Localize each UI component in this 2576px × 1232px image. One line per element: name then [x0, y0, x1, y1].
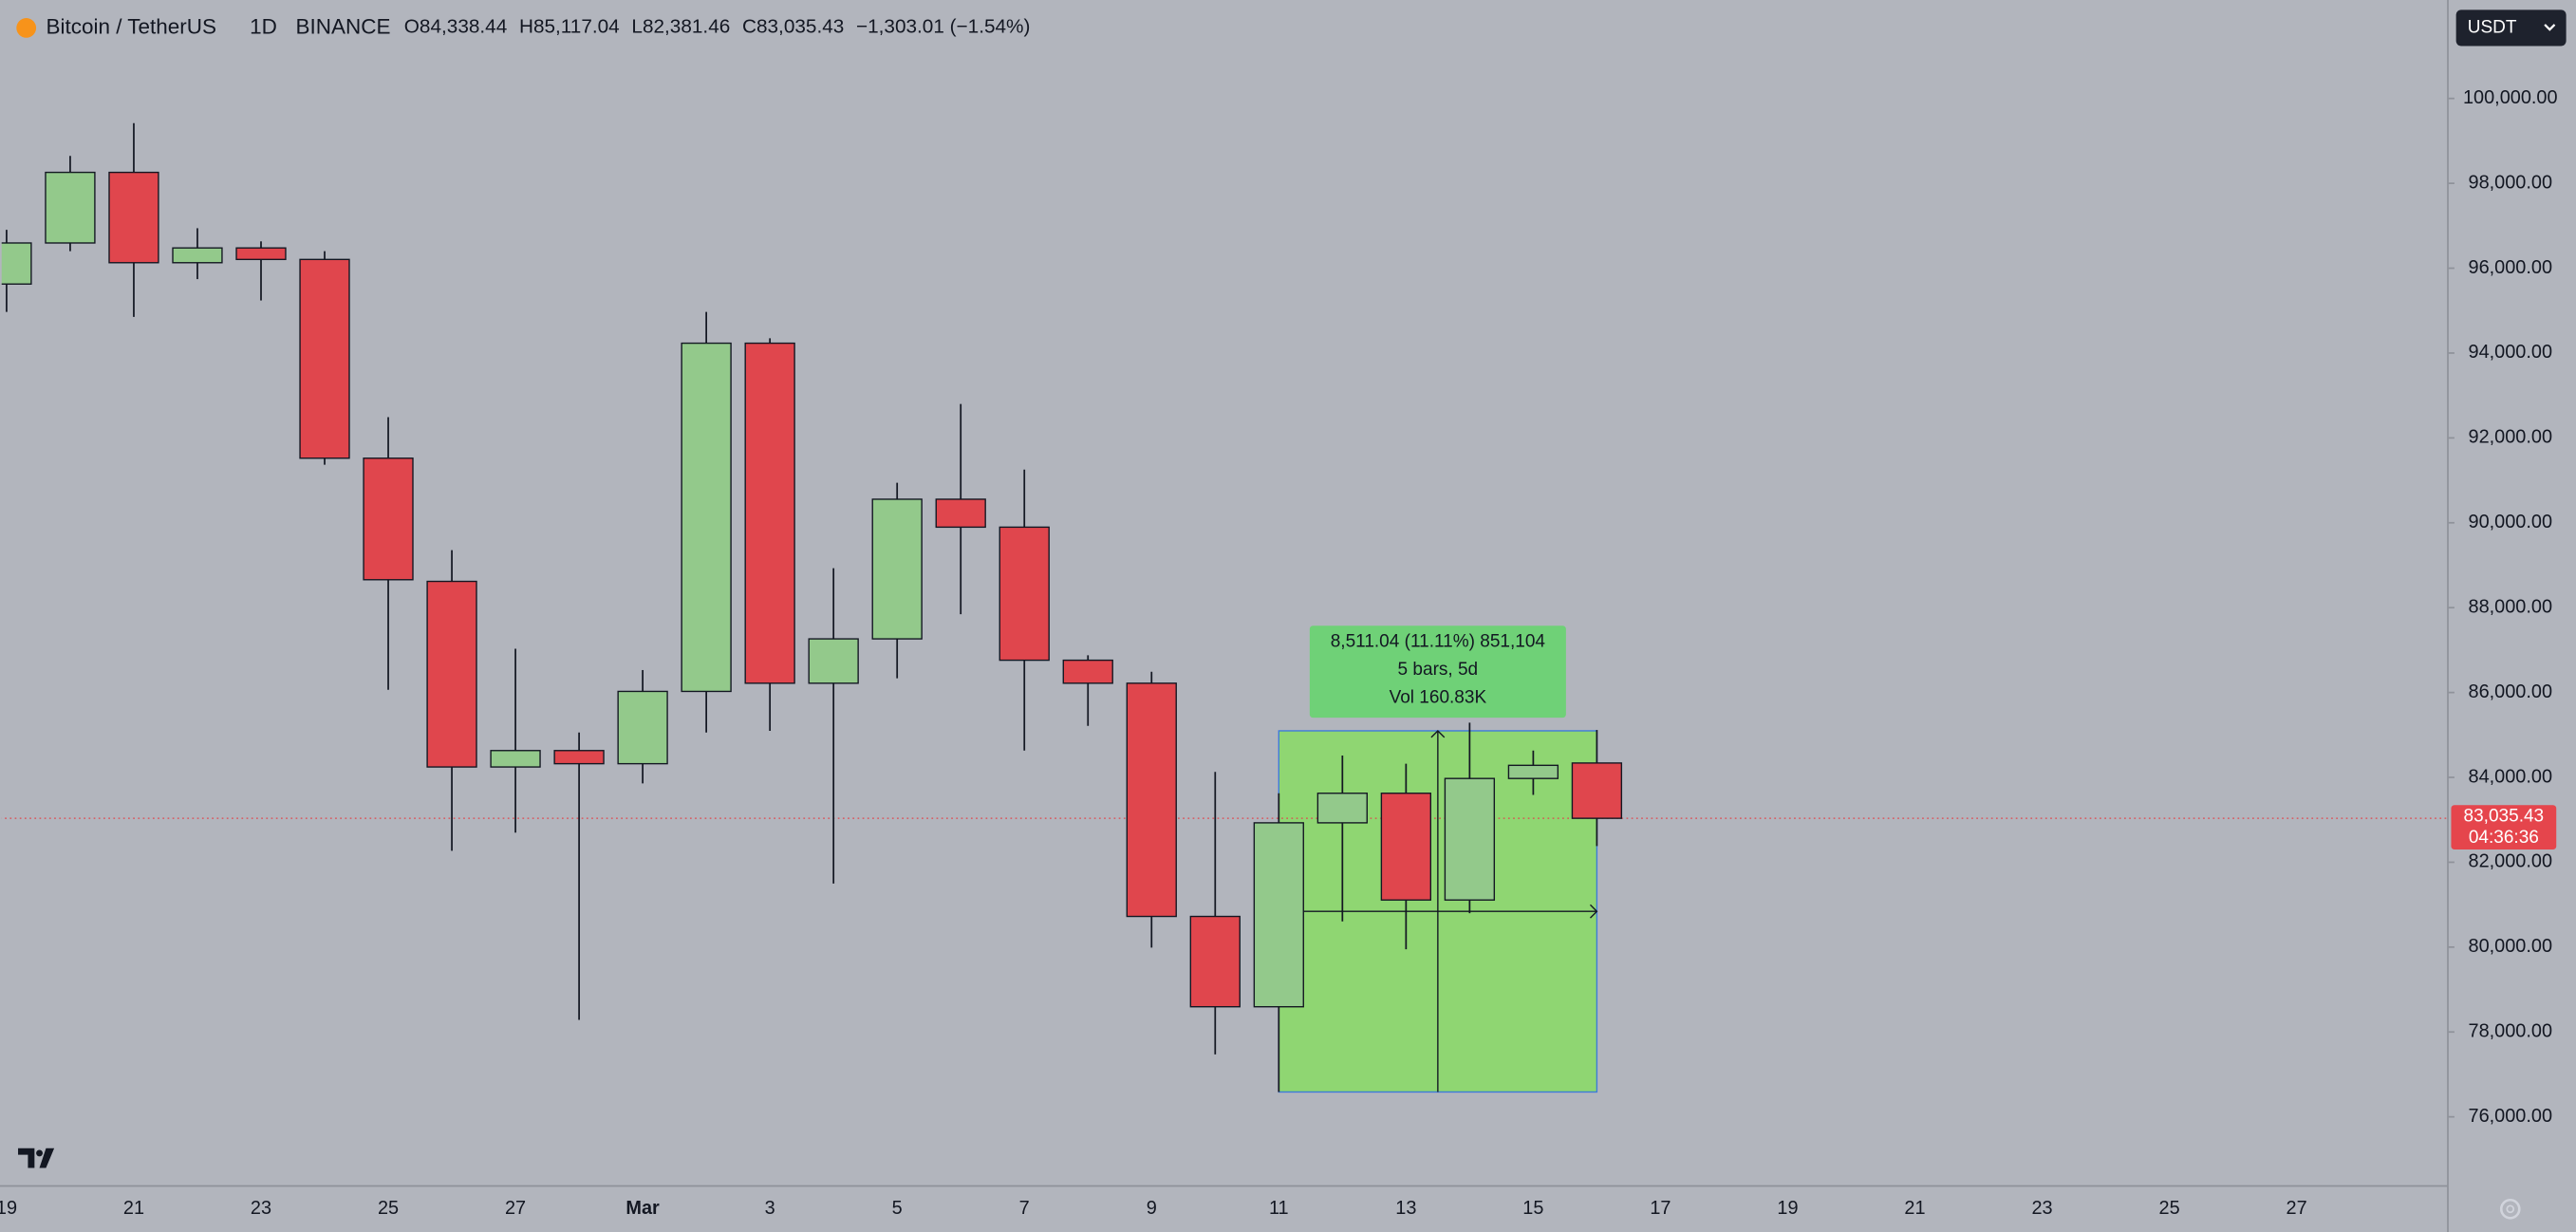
measure-label: Vol 160.83K: [1390, 687, 1487, 707]
candle-body: [299, 258, 350, 459]
last-price-label: 83,035.43: [2464, 806, 2545, 826]
x-tick-label: 3: [765, 1198, 775, 1219]
candle-body: [235, 247, 287, 261]
gear[interactable]: [2499, 1198, 2521, 1220]
countdown-label: 04:36:36: [2469, 828, 2539, 848]
candle-body: [681, 342, 732, 693]
y-tick-label: 82,000.00: [2469, 851, 2553, 872]
candle-body: [490, 750, 541, 768]
y-tick-label: 96,000.00: [2469, 257, 2553, 278]
x-tick-label: 11: [1269, 1198, 1289, 1219]
candle-body: [935, 498, 986, 529]
currency-button[interactable]: USDT: [2455, 9, 2567, 47]
ohlc-values: O84,338.44 H85,117.04 L82,381.46 C83,035…: [404, 16, 1031, 38]
candle-body: [1507, 764, 1559, 779]
y-tick-label: 100,000.00: [2463, 87, 2558, 108]
tv-logo: [18, 1148, 55, 1168]
candle-body: [1571, 762, 1623, 819]
x-tick-label: 7: [1019, 1198, 1030, 1219]
x-tick-label: 23: [2031, 1198, 2052, 1219]
axes: 76,000.00 78,000.00 80,000.00 82,000.00 84,0…: [0, 87, 2558, 1219]
exchange: BINANCE: [296, 14, 391, 38]
x-tick-label: 17: [1650, 1198, 1671, 1219]
ohlc-key: L: [631, 16, 643, 38]
interval[interactable]: 1D: [250, 14, 277, 38]
measure-label: 8,511.04 (11.11%) 851,104: [1331, 632, 1546, 652]
logo-shape: [18, 1148, 55, 1168]
change: −1,303.01 (−1.54%): [856, 16, 1030, 38]
x-tick-label: 27: [2287, 1198, 2307, 1219]
settings-icon[interactable]: [2499, 1198, 2521, 1220]
x-tick-label: 27: [505, 1198, 526, 1219]
y-tick-label: 94,000.00: [2469, 342, 2553, 363]
candle-body: [363, 457, 414, 581]
gear-hub: [2506, 1204, 2515, 1214]
y-tick-label: 76,000.00: [2469, 1106, 2553, 1127]
y-tick-label: 84,000.00: [2469, 766, 2553, 787]
y-tick-label: 78,000.00: [2469, 1021, 2553, 1042]
candle-body: [871, 498, 923, 640]
x-tick-label: 19: [0, 1198, 17, 1219]
symbol-name[interactable]: Bitcoin / TetherUS: [46, 14, 216, 38]
candle-body: [426, 580, 477, 768]
candle-body: [1126, 682, 1177, 918]
measure-label-box: [1309, 625, 1566, 719]
ohlc-value: 85,117.04: [533, 16, 620, 38]
ohlc-key: O: [404, 16, 420, 38]
candle-body: [744, 342, 795, 684]
x-tick-label: 21: [123, 1198, 144, 1219]
y-tick-label: 90,000.00: [2469, 512, 2553, 532]
last-price-tag: [2451, 805, 2557, 850]
candle-body: [1189, 915, 1241, 1008]
candle-body: [999, 526, 1050, 662]
y-tick-label: 80,000.00: [2469, 936, 2553, 957]
candle-body: [45, 171, 96, 244]
x-tick-label: 23: [251, 1198, 271, 1219]
candle-body: [108, 171, 159, 264]
y-tick-label: 88,000.00: [2469, 596, 2553, 617]
candle-body: [1316, 793, 1368, 824]
measure-h-head: [1589, 904, 1598, 919]
y-tick-label: 86,000.00: [2469, 681, 2553, 702]
x-tick-label: 5: [892, 1198, 903, 1219]
candle-body: [617, 690, 668, 765]
candle-body: [1253, 822, 1304, 1008]
candle-body: [1, 242, 32, 285]
x-tick-label: 25: [378, 1198, 399, 1219]
candle-body: [808, 638, 859, 684]
x-tick-label: 15: [1522, 1198, 1543, 1219]
ohlc-value: 83,035.43: [756, 16, 844, 38]
x-tick-label: 25: [2159, 1198, 2180, 1219]
currency-button-bg[interactable]: [2455, 9, 2567, 47]
symbol-icon: [16, 18, 37, 38]
header: Bitcoin / TetherUS 1D BINANCE O84,338.44…: [16, 14, 1030, 38]
y-tick-label: 92,000.00: [2469, 427, 2553, 448]
ohlc-key: H: [519, 16, 533, 38]
chevron: [2544, 24, 2556, 31]
y-tick-label: 98,000.00: [2469, 172, 2553, 193]
measure-v-head: [1430, 729, 1446, 738]
x-tick-label: 19: [1777, 1198, 1798, 1219]
plot-area: 8,511.04 (11.11%) 851,104 5 bars, 5d Vol 1…: [1, 122, 2448, 1093]
x-tick-label: 13: [1395, 1198, 1416, 1219]
candle-body: [1444, 777, 1496, 901]
measure-label: 5 bars, 5d: [1398, 660, 1479, 680]
currency-label[interactable]: USDT: [2468, 17, 2517, 37]
ohlc-value: 84,338.44: [420, 16, 507, 38]
candle-body: [172, 247, 223, 264]
x-tick-label: Mar: [625, 1198, 660, 1219]
ohlc-key: C: [742, 16, 756, 38]
candle-body: [1062, 659, 1113, 684]
candle-body: [1380, 793, 1432, 901]
ohlc-value: 82,381.46: [643, 16, 730, 38]
candle-body: [553, 750, 605, 765]
x-tick-label: 21: [1904, 1198, 1925, 1219]
x-tick-label: 9: [1147, 1198, 1157, 1219]
logo-dot: [36, 1149, 44, 1157]
